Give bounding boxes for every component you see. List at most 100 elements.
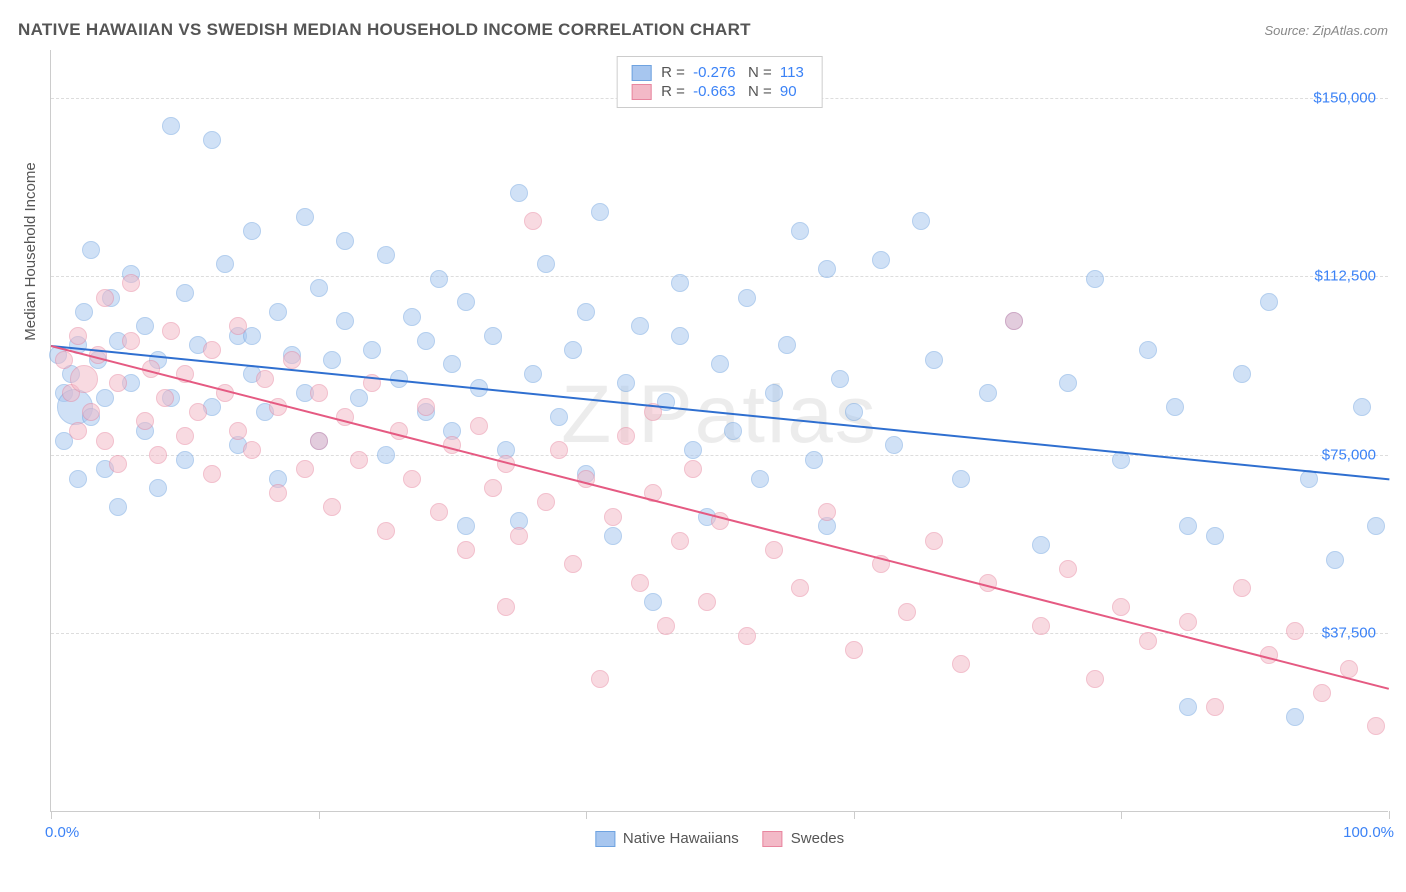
data-point xyxy=(898,603,916,621)
data-point xyxy=(1313,684,1331,702)
data-point xyxy=(765,541,783,559)
legend-swatch xyxy=(763,831,783,847)
data-point xyxy=(751,470,769,488)
data-point xyxy=(952,655,970,673)
data-point xyxy=(350,451,368,469)
data-point xyxy=(296,460,314,478)
data-point xyxy=(818,503,836,521)
data-point xyxy=(109,374,127,392)
legend-row: R = -0.663 N = 90 xyxy=(631,82,808,101)
legend-label: Native Hawaiians xyxy=(623,830,739,847)
data-point xyxy=(577,303,595,321)
data-point xyxy=(310,432,328,450)
y-tick-label: $75,000 xyxy=(1322,446,1376,463)
data-point xyxy=(497,598,515,616)
x-tick xyxy=(854,811,855,819)
plot-area: ZIPatlas $37,500$75,000$112,500$150,0000… xyxy=(50,50,1388,812)
data-point xyxy=(831,370,849,388)
data-point xyxy=(69,327,87,345)
legend-stats: R = -0.276 N = 113 xyxy=(661,64,808,81)
series-legend: Native Hawaiians Swedes xyxy=(595,830,844,847)
data-point xyxy=(243,441,261,459)
data-point xyxy=(510,184,528,202)
legend-row: R = -0.276 N = 113 xyxy=(631,63,808,82)
data-point xyxy=(1286,708,1304,726)
data-point xyxy=(149,446,167,464)
data-point xyxy=(82,241,100,259)
data-point xyxy=(269,484,287,502)
data-point xyxy=(69,422,87,440)
data-point xyxy=(845,641,863,659)
data-point xyxy=(350,389,368,407)
data-point xyxy=(1059,560,1077,578)
data-point xyxy=(818,260,836,278)
data-point xyxy=(564,555,582,573)
data-point xyxy=(1139,632,1157,650)
data-point xyxy=(510,527,528,545)
y-tick-label: $112,500 xyxy=(1315,268,1376,285)
data-point xyxy=(979,384,997,402)
data-point xyxy=(765,384,783,402)
data-point xyxy=(912,212,930,230)
data-point xyxy=(457,517,475,535)
data-point xyxy=(229,422,247,440)
data-point xyxy=(162,322,180,340)
y-tick-label: $150,000 xyxy=(1313,89,1376,106)
data-point xyxy=(617,374,635,392)
data-point xyxy=(671,274,689,292)
data-point xyxy=(156,389,174,407)
data-point xyxy=(550,408,568,426)
data-point xyxy=(484,479,502,497)
data-point xyxy=(1179,698,1197,716)
data-point xyxy=(162,117,180,135)
data-point xyxy=(323,498,341,516)
data-point xyxy=(684,460,702,478)
data-point xyxy=(109,455,127,473)
legend-swatch xyxy=(595,831,615,847)
data-point xyxy=(791,579,809,597)
data-point xyxy=(1166,398,1184,416)
data-point xyxy=(671,327,689,345)
data-point xyxy=(1059,374,1077,392)
legend-label: Swedes xyxy=(791,830,844,847)
data-point xyxy=(1206,698,1224,716)
data-point xyxy=(1326,551,1344,569)
x-tick xyxy=(1389,811,1390,819)
data-point xyxy=(550,441,568,459)
data-point xyxy=(1139,341,1157,359)
data-point xyxy=(671,532,689,550)
data-point xyxy=(176,451,194,469)
data-point xyxy=(377,446,395,464)
data-point xyxy=(203,465,221,483)
data-point xyxy=(524,365,542,383)
data-point xyxy=(1179,517,1197,535)
data-point xyxy=(1032,536,1050,554)
data-point xyxy=(136,412,154,430)
data-point xyxy=(69,470,87,488)
data-point xyxy=(537,255,555,273)
x-min-label: 0.0% xyxy=(45,824,79,841)
data-point xyxy=(430,270,448,288)
legend-swatch xyxy=(631,84,651,100)
data-point xyxy=(1179,613,1197,631)
data-point xyxy=(644,593,662,611)
data-point xyxy=(443,355,461,373)
data-point xyxy=(537,493,555,511)
data-point xyxy=(1367,517,1385,535)
data-point xyxy=(604,527,622,545)
x-tick xyxy=(51,811,52,819)
data-point xyxy=(122,274,140,292)
data-point xyxy=(698,593,716,611)
data-point xyxy=(1286,622,1304,640)
data-point xyxy=(738,627,756,645)
data-point xyxy=(738,289,756,307)
data-point xyxy=(885,436,903,454)
data-point xyxy=(216,255,234,273)
data-point xyxy=(229,317,247,335)
data-point xyxy=(336,232,354,250)
x-tick xyxy=(319,811,320,819)
data-point xyxy=(524,212,542,230)
data-point xyxy=(149,479,167,497)
data-point xyxy=(1353,398,1371,416)
data-point xyxy=(845,403,863,421)
